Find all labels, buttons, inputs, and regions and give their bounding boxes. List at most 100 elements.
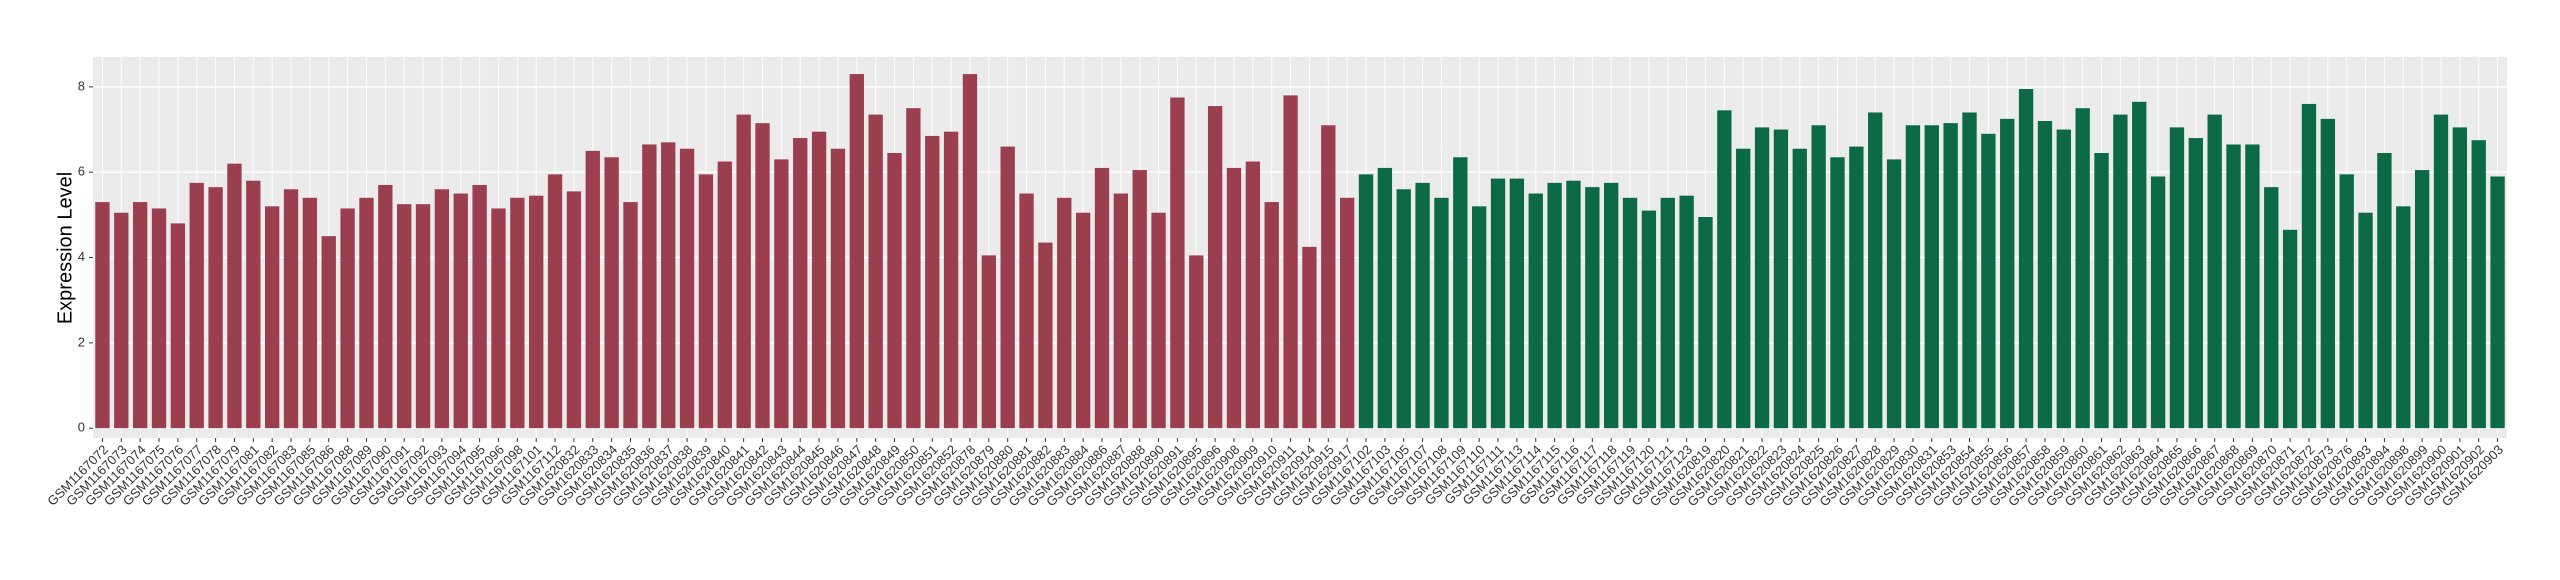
bar bbox=[2471, 140, 2486, 429]
bar bbox=[415, 204, 431, 429]
bar bbox=[962, 74, 978, 429]
bar bbox=[1000, 146, 1015, 429]
bar bbox=[95, 202, 110, 429]
bar bbox=[397, 204, 412, 429]
bar bbox=[1528, 193, 1543, 429]
bar bbox=[1641, 210, 1657, 429]
bar bbox=[2358, 212, 2373, 429]
bar bbox=[1924, 125, 1939, 429]
bar bbox=[679, 148, 695, 429]
bar bbox=[1113, 193, 1129, 429]
bar bbox=[1358, 174, 1374, 429]
bar bbox=[698, 174, 714, 429]
bar bbox=[359, 197, 374, 429]
bar bbox=[114, 212, 129, 429]
bar bbox=[1415, 182, 1430, 429]
bar bbox=[510, 197, 525, 429]
y-tick-label: 4 bbox=[78, 249, 85, 264]
bar bbox=[491, 208, 506, 429]
bar bbox=[1811, 125, 1826, 429]
bar bbox=[623, 202, 638, 429]
y-tick-label: 0 bbox=[78, 420, 85, 435]
bar bbox=[1660, 197, 1675, 429]
bar bbox=[717, 161, 732, 429]
bar bbox=[1754, 127, 1770, 429]
bar bbox=[1377, 167, 1393, 429]
bar bbox=[1019, 193, 1034, 429]
bar bbox=[642, 144, 657, 429]
bar bbox=[1057, 197, 1072, 429]
bar bbox=[453, 193, 468, 429]
bar bbox=[1981, 133, 1996, 429]
y-tick-label: 2 bbox=[78, 334, 85, 349]
bar bbox=[321, 236, 336, 429]
bar bbox=[1434, 197, 1449, 429]
bar bbox=[1604, 182, 1619, 429]
bar bbox=[925, 135, 940, 429]
bar bbox=[1396, 189, 1411, 429]
bar bbox=[340, 208, 355, 429]
y-tick-label: 6 bbox=[78, 164, 85, 179]
bar bbox=[1189, 255, 1204, 429]
bar bbox=[2282, 229, 2298, 429]
bar bbox=[1792, 148, 1807, 429]
bar bbox=[2339, 174, 2354, 429]
bar bbox=[2452, 127, 2468, 429]
bar bbox=[774, 159, 789, 429]
bar bbox=[661, 142, 676, 429]
bar bbox=[604, 157, 619, 429]
bar bbox=[1830, 157, 1845, 429]
bar bbox=[2113, 114, 2128, 429]
bar bbox=[1453, 157, 1468, 429]
bar bbox=[1773, 129, 1789, 429]
bar bbox=[1226, 167, 1242, 429]
bar bbox=[132, 202, 148, 429]
bar bbox=[2396, 206, 2411, 429]
bar bbox=[1094, 167, 1110, 429]
bar bbox=[887, 152, 902, 429]
bar bbox=[1849, 146, 1864, 429]
bar bbox=[736, 114, 751, 429]
bar bbox=[1245, 161, 1261, 429]
bar bbox=[2377, 152, 2392, 429]
bar bbox=[2188, 138, 2203, 429]
bar bbox=[1622, 197, 1638, 429]
bar bbox=[1547, 182, 1562, 429]
bar bbox=[189, 182, 204, 429]
bar bbox=[1698, 216, 1713, 429]
bar bbox=[151, 208, 167, 429]
bar bbox=[1585, 187, 1600, 429]
bar bbox=[1736, 148, 1751, 429]
bar bbox=[2245, 144, 2260, 429]
bar bbox=[378, 184, 393, 429]
bar bbox=[1170, 97, 1185, 429]
bar bbox=[2018, 88, 2034, 429]
bar bbox=[566, 191, 582, 429]
bar bbox=[1302, 246, 1317, 429]
bar bbox=[2150, 176, 2166, 429]
y-tick-label: 8 bbox=[78, 78, 85, 93]
bar bbox=[472, 184, 487, 429]
bar bbox=[2414, 170, 2430, 429]
bar bbox=[830, 148, 846, 429]
bar bbox=[2226, 144, 2241, 429]
bar bbox=[1717, 110, 1732, 429]
bar bbox=[1207, 106, 1223, 429]
bar bbox=[2433, 114, 2449, 429]
bar bbox=[906, 108, 921, 429]
bar bbox=[2075, 108, 2090, 429]
bar bbox=[1490, 178, 1506, 429]
bar bbox=[2169, 127, 2185, 429]
bar bbox=[1905, 125, 1921, 429]
bar bbox=[1566, 180, 1581, 429]
bar bbox=[170, 223, 186, 429]
bar bbox=[943, 131, 959, 429]
bar bbox=[849, 74, 864, 429]
bar bbox=[1943, 123, 1958, 429]
bar bbox=[302, 197, 318, 429]
bar bbox=[2490, 176, 2505, 429]
bar bbox=[2320, 118, 2336, 429]
bar bbox=[2301, 103, 2317, 429]
